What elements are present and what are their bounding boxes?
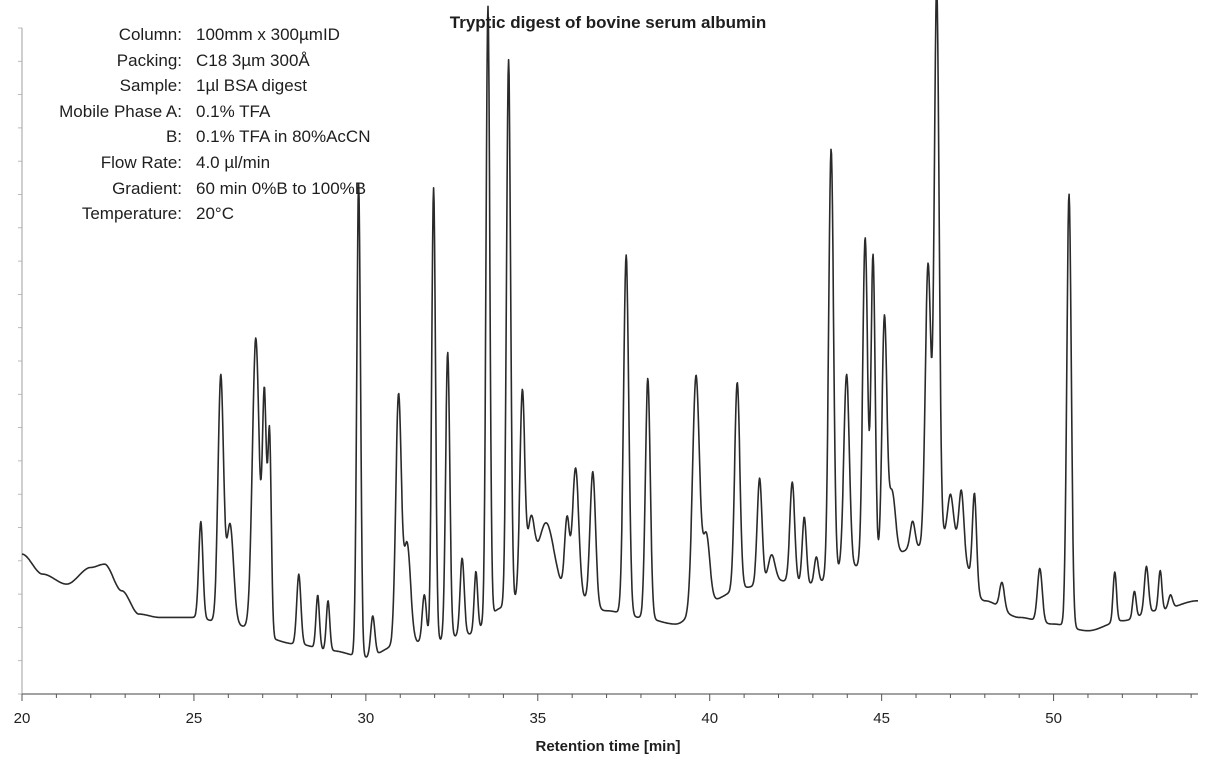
x-axis-label: Retention time [min] bbox=[535, 738, 681, 755]
axes: 20 25 30 35 40 45 50 bbox=[14, 27, 1198, 727]
condition-value: 60 min 0%B to 100%B bbox=[196, 178, 367, 198]
condition-value: 1µl BSA digest bbox=[196, 76, 307, 96]
condition-value: 0.1% TFA bbox=[196, 101, 271, 121]
x-tick-label: 20 bbox=[14, 710, 31, 727]
condition-label: Temperature: bbox=[81, 204, 182, 224]
condition-label: Sample: bbox=[119, 76, 182, 96]
condition-label: Column: bbox=[118, 25, 182, 44]
condition-label: Packing: bbox=[116, 50, 182, 70]
x-tick-label: 30 bbox=[358, 710, 375, 727]
condition-value: 0.1% TFA in 80%AcCN bbox=[196, 127, 371, 147]
condition-value: 4.0 µl/min bbox=[196, 152, 271, 172]
x-tick-label: 40 bbox=[701, 710, 718, 727]
condition-value: C18 3µm 300Å bbox=[196, 50, 310, 70]
x-tick-label: 35 bbox=[529, 710, 546, 727]
x-tick-label: 45 bbox=[873, 710, 890, 727]
chromatogram-trace bbox=[21, 0, 1199, 658]
chart-title: Tryptic digest of bovine serum albumin bbox=[449, 13, 767, 32]
condition-label: Gradient: bbox=[112, 178, 182, 198]
condition-label: Flow Rate: bbox=[100, 152, 182, 172]
condition-value: 100mm x 300µmID bbox=[196, 25, 340, 44]
x-tick-label: 25 bbox=[186, 710, 203, 727]
condition-value: 20°C bbox=[196, 204, 234, 224]
condition-label: Mobile Phase A: bbox=[59, 101, 182, 121]
condition-label: B: bbox=[165, 127, 182, 147]
x-tick-label: 50 bbox=[1045, 710, 1062, 727]
